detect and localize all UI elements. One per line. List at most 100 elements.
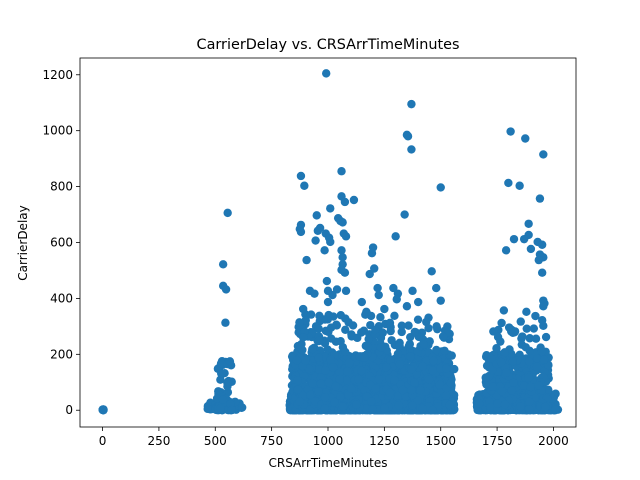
scatter-point [223,382,232,391]
scatter-point [335,368,344,377]
scatter-point [344,358,354,368]
scatter-point [413,315,423,324]
scatter-point [386,356,395,365]
scatter-point [395,341,404,351]
scatter-point [410,327,420,337]
scatter-point [316,373,326,382]
scatter-point [227,405,236,415]
scatter-point [341,325,350,334]
scatter-point [203,404,212,414]
scatter-point [314,353,323,363]
scatter-point [295,318,304,327]
scatter-point [385,318,395,328]
scatter-point [306,310,316,319]
scatter-point [442,364,451,373]
scatter-point [301,356,310,365]
scatter-point [321,366,330,375]
scatter-point [295,397,305,406]
scatter-point [357,366,366,376]
scatter-point [326,334,336,343]
scatter-point [404,321,413,330]
scatter-point [315,365,324,374]
scatter-point [364,334,373,344]
scatter-point [385,388,395,398]
scatter-points [98,69,563,415]
scatter-point [428,366,437,375]
scatter-point [293,385,303,394]
scatter-point [438,332,448,341]
scatter-point [412,369,421,379]
scatter-point [216,403,225,413]
scatter-point [293,376,302,385]
scatter-point [395,360,405,369]
scatter-point [433,324,442,334]
scatter-point [320,392,330,402]
scatter-point [292,356,302,365]
scatter-point [413,396,422,406]
scatter-point [418,362,427,371]
scatter-point [441,391,451,400]
scatter-point [352,400,361,409]
scatter-point [435,380,445,389]
scatter-point [347,384,356,393]
scatter-point [382,362,391,372]
scatter-point [338,402,348,411]
scatter-point [314,336,324,346]
scatter-point [360,353,369,362]
scatter-point [398,385,407,395]
scatter-point [424,324,433,333]
scatter-point [344,390,353,400]
scatter-point [99,405,108,415]
scatter-point [406,352,415,361]
scatter-point [324,378,334,387]
scatter-point [336,310,346,320]
scatter-point [330,398,339,407]
scatter-point [390,375,399,385]
scatter-point [298,333,308,342]
scatter-point [376,313,385,322]
scatter-point [344,318,353,327]
scatter-point [393,349,403,359]
scatter-point [390,311,399,320]
scatter-point [341,347,350,357]
scatter-point [342,376,352,385]
scatter-point [305,405,315,415]
scatter-point [371,325,380,335]
scatter-point [397,327,406,337]
scatter-point [440,346,449,356]
scatter-point [397,321,406,330]
scatter-point [419,340,428,349]
scatter-point [424,375,434,384]
scatter-point [310,396,320,406]
scatter-point [368,405,378,414]
scatter-point [328,362,338,372]
scatter-point [361,404,371,413]
scatter-point [401,392,410,401]
scatter-point [331,382,340,391]
scatter-point [406,365,416,374]
scatter-point [218,395,228,404]
scatter-point [380,404,389,413]
scatter-point [410,378,419,388]
scatter-point [306,390,315,399]
scatter-point [314,324,323,333]
scatter-point [335,374,344,384]
scatter-point [343,367,352,376]
scatter-point [216,359,226,368]
scatter-point [304,364,314,374]
scatter-point [293,341,303,351]
scatter-point [363,342,373,352]
scatter-point [418,404,427,413]
scatter-point [445,400,454,410]
scatter-point [237,403,247,412]
scatter-point [394,401,404,410]
scatter-point [329,312,338,321]
scatter-point [407,385,416,395]
scatter-point [429,356,438,366]
scatter-point [315,311,324,321]
scatter-point [301,316,310,325]
scatter-point [432,345,441,355]
chart-title: CarrierDelay vs. CRSArrTimeMinutes [197,37,460,53]
scatter-point [316,379,326,388]
